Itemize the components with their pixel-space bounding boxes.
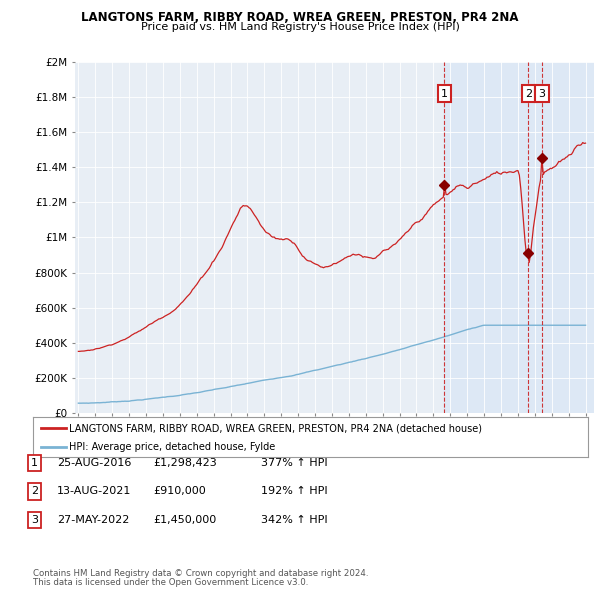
Text: 192% ↑ HPI: 192% ↑ HPI bbox=[261, 487, 328, 496]
Text: LANGTONS FARM, RIBBY ROAD, WREA GREEN, PRESTON, PR4 2NA: LANGTONS FARM, RIBBY ROAD, WREA GREEN, P… bbox=[81, 11, 519, 24]
Text: 3: 3 bbox=[31, 515, 38, 525]
Text: Price paid vs. HM Land Registry's House Price Index (HPI): Price paid vs. HM Land Registry's House … bbox=[140, 22, 460, 32]
Text: 27-MAY-2022: 27-MAY-2022 bbox=[57, 515, 130, 525]
Bar bbox=[445, 62, 594, 413]
Text: 377% ↑ HPI: 377% ↑ HPI bbox=[261, 458, 328, 468]
Text: 1: 1 bbox=[441, 88, 448, 99]
Text: 2: 2 bbox=[525, 88, 532, 99]
Text: 1: 1 bbox=[31, 458, 38, 468]
Text: Contains HM Land Registry data © Crown copyright and database right 2024.: Contains HM Land Registry data © Crown c… bbox=[33, 569, 368, 578]
Text: 342% ↑ HPI: 342% ↑ HPI bbox=[261, 515, 328, 525]
Text: £1,450,000: £1,450,000 bbox=[153, 515, 216, 525]
Text: 2: 2 bbox=[31, 487, 38, 496]
Text: 25-AUG-2016: 25-AUG-2016 bbox=[57, 458, 131, 468]
Text: LANGTONS FARM, RIBBY ROAD, WREA GREEN, PRESTON, PR4 2NA (detached house): LANGTONS FARM, RIBBY ROAD, WREA GREEN, P… bbox=[69, 424, 482, 434]
Text: 13-AUG-2021: 13-AUG-2021 bbox=[57, 487, 131, 496]
Text: £910,000: £910,000 bbox=[153, 487, 206, 496]
Text: 3: 3 bbox=[538, 88, 545, 99]
Text: HPI: Average price, detached house, Fylde: HPI: Average price, detached house, Fyld… bbox=[69, 442, 275, 452]
Text: £1,298,423: £1,298,423 bbox=[153, 458, 217, 468]
Text: This data is licensed under the Open Government Licence v3.0.: This data is licensed under the Open Gov… bbox=[33, 578, 308, 588]
